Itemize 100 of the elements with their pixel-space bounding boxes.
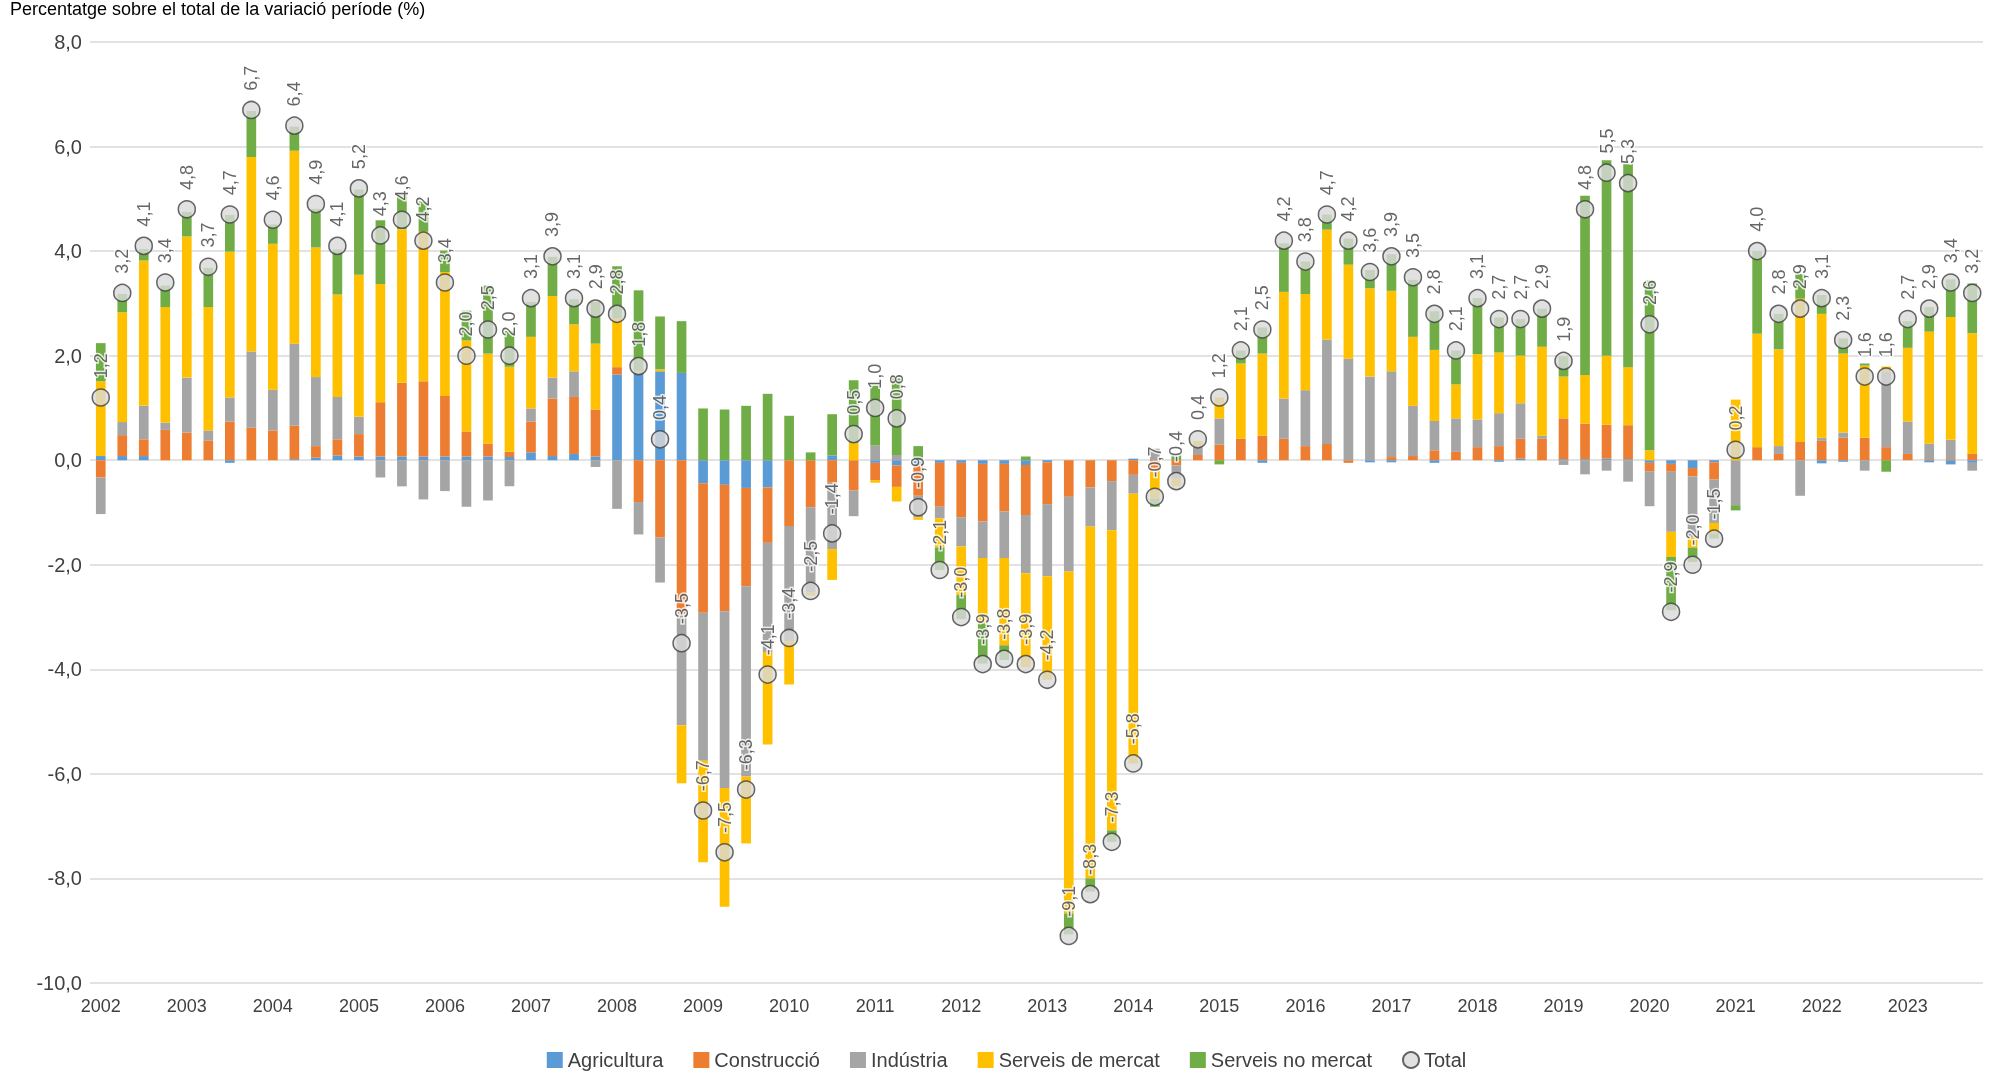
data-label: -9,1 (1058, 885, 1079, 917)
data-label: 0,8 (886, 374, 907, 400)
data-label: 2,8 (1424, 269, 1445, 295)
data-label: 2,0 (456, 311, 477, 337)
y-axis-title: Percentatge sobre el total de la variació període (%) (10, 0, 426, 19)
data-label: 2,6 (1639, 280, 1660, 306)
data-label: 1,0 (865, 363, 886, 389)
data-label: -7,3 (1101, 791, 1122, 823)
data-label: 4,7 (1316, 170, 1337, 196)
data-label: -0,4 (1166, 430, 1187, 462)
x-tick-label: 2014 (1113, 996, 1154, 1016)
x-tick-label: 2004 (252, 996, 293, 1016)
data-label: 3,4 (155, 238, 176, 264)
data-label: -8,3 (1080, 843, 1101, 875)
data-label: 3,4 (1940, 238, 1961, 264)
data-label: 5,5 (1596, 128, 1617, 154)
y-tick-label: 4,0 (54, 240, 82, 263)
x-tick-label: 2003 (166, 996, 207, 1016)
y-tick-label: 0,0 (54, 449, 82, 472)
y-tick-label: -4,0 (47, 658, 82, 681)
data-label: 4,7 (219, 170, 240, 196)
data-label: 6,7 (241, 65, 262, 91)
data-label: -3,9 (1015, 613, 1036, 645)
data-label: 1,6 (1876, 332, 1897, 358)
legend-label: Construcció (714, 1049, 820, 1071)
data-label: 2,3 (1833, 295, 1854, 321)
data-label: -3,5 (671, 592, 692, 624)
x-tick-label: 2010 (769, 996, 810, 1016)
data-label: -4,2 (1037, 629, 1058, 661)
y-tick-label: 2,0 (54, 344, 82, 367)
data-label: 3,7 (198, 222, 219, 248)
data-label: 3,1 (1467, 253, 1488, 279)
y-tick-label: -6,0 (47, 762, 82, 785)
data-label: -6,3 (736, 739, 757, 771)
data-label: 2,9 (1919, 264, 1940, 290)
legend-label: Total (1424, 1049, 1467, 1071)
data-label: 4,8 (176, 165, 197, 191)
data-label: 4,6 (262, 175, 283, 201)
data-label: 0,4 (650, 395, 671, 421)
x-tick-label: 2002 (80, 996, 121, 1016)
data-label: -0,9 (908, 456, 929, 489)
data-label: 2,9 (1790, 264, 1811, 290)
legend-label: Agricultura (567, 1049, 665, 1071)
legend-label: Serveis no mercat (1210, 1049, 1373, 1071)
data-label: -5,8 (1123, 713, 1144, 745)
data-label: 3,1 (564, 253, 585, 279)
data-label: 1,9 (1553, 316, 1574, 342)
data-label: -3,4 (779, 587, 800, 619)
data-label: 1,6 (1854, 332, 1875, 358)
y-tick-label: 6,0 (54, 135, 82, 158)
data-label: -2,5 (800, 540, 821, 572)
y-tick-label: -8,0 (47, 867, 82, 890)
data-label: 3,1 (520, 253, 541, 279)
x-tick-label: 2008 (597, 996, 638, 1016)
data-label: 3,5 (1402, 232, 1423, 258)
data-label: -2,9 (1661, 561, 1682, 593)
data-label: 0,2 (1725, 405, 1746, 431)
data-label: -2,0 (1682, 514, 1703, 546)
data-label: -3,9 (972, 613, 993, 645)
data-label: 3,2 (1962, 248, 1983, 274)
data-label: 2,9 (585, 264, 606, 290)
x-tick-label: 2009 (683, 996, 724, 1016)
data-label: -6,7 (693, 760, 714, 792)
data-label: -7,5 (714, 802, 735, 834)
x-tick-label: 2011 (855, 996, 895, 1016)
data-label: -1,4 (822, 483, 843, 515)
data-label: 3,9 (1381, 212, 1402, 238)
data-label: 0,5 (843, 389, 864, 415)
data-label: 2,5 (477, 285, 498, 311)
data-label: 0,4 (1187, 395, 1208, 421)
data-label: 1,8 (628, 321, 649, 347)
data-label: 4,2 (1273, 196, 1294, 222)
x-tick-label: 2018 (1457, 996, 1498, 1016)
data-label: 1,2 (90, 353, 111, 379)
data-label: -0,7 (1144, 446, 1165, 478)
data-label: 3,4 (434, 238, 455, 264)
data-label: -2,1 (929, 519, 950, 551)
x-tick-label: 2006 (424, 996, 465, 1016)
data-label: -4,1 (757, 624, 778, 656)
data-label: 5,2 (348, 144, 369, 170)
data-label: 4,9 (305, 159, 326, 185)
data-label: 1,2 (1209, 353, 1230, 379)
x-tick-label: 2022 (1801, 996, 1842, 1016)
x-tick-label: 2016 (1285, 996, 1326, 1016)
x-tick-label: 2015 (1199, 996, 1240, 1016)
data-label: 4,1 (133, 201, 154, 227)
x-tick-label: 2013 (1027, 996, 1068, 1016)
legend-label: Serveis de mercat (998, 1049, 1161, 1071)
x-tick-label: 2020 (1629, 996, 1670, 1016)
x-tick-label: 2007 (510, 996, 552, 1016)
data-label: 2,0 (499, 311, 520, 337)
data-label: 3,2 (112, 248, 133, 274)
x-tick-label: 2012 (941, 996, 982, 1016)
data-label: 3,6 (1359, 227, 1380, 253)
y-tick-label: -2,0 (47, 553, 82, 576)
x-tick-label: 2023 (1887, 996, 1928, 1016)
data-label: 5,3 (1618, 138, 1639, 164)
x-tick-label: 2017 (1371, 996, 1412, 1016)
data-label: 3,9 (542, 212, 563, 238)
x-tick-label: 2019 (1543, 996, 1584, 1016)
